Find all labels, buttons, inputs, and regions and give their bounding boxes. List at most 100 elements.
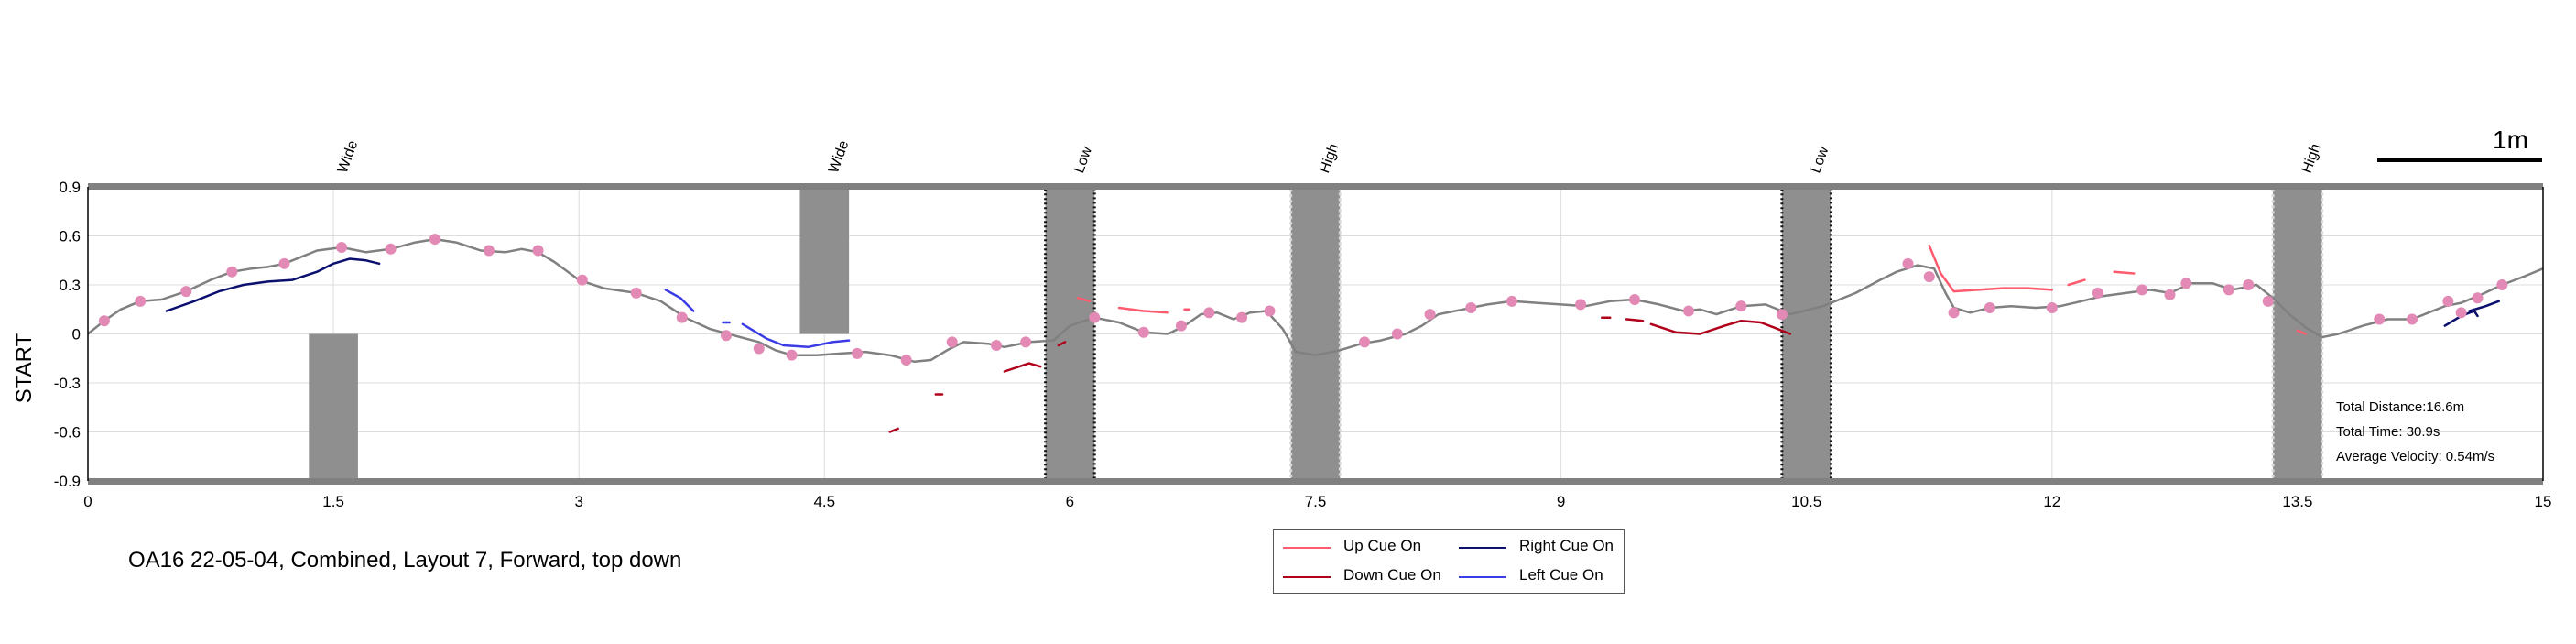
x-tick-label: 13.5	[2282, 493, 2312, 510]
plot-top-border	[88, 183, 2543, 190]
step-marker	[852, 347, 864, 359]
step-marker	[786, 349, 798, 361]
step-marker	[1776, 309, 1788, 321]
series-up-cue-on-segment	[2296, 329, 2308, 335]
plot-frame	[87, 183, 2544, 485]
step-marker	[429, 234, 440, 246]
x-tick-label: 1.5	[322, 493, 344, 510]
y-tick-label: 0.3	[59, 277, 81, 294]
step-marker	[1264, 305, 1276, 317]
step-marker	[1575, 299, 1587, 311]
step-marker	[1984, 301, 1995, 313]
step-marker	[1923, 271, 1935, 283]
step-marker	[1175, 320, 1187, 332]
series-up-cue-on-segment	[1928, 244, 2054, 293]
step-marker	[1203, 307, 1215, 319]
x-tick-label: 4.5	[813, 493, 835, 510]
series-left-cue-on-segment	[664, 289, 695, 312]
step-marker	[1020, 336, 1032, 348]
series-left-cue-on-segment	[741, 322, 851, 349]
step-marker	[676, 311, 688, 323]
step-marker	[2180, 278, 2192, 289]
step-marker	[2374, 313, 2386, 325]
step-marker	[1505, 295, 1517, 307]
x-tick-label: 9	[1557, 493, 1565, 510]
step-markers	[98, 234, 2508, 366]
figure-caption: OA16 22-05-04, Combined, Layout 7, Forwa…	[128, 548, 682, 573]
step-marker	[1137, 326, 1149, 338]
step-marker	[532, 245, 544, 257]
x-tick-label: 7.5	[1305, 493, 1327, 510]
series-down-cue-on-segment	[1649, 319, 1792, 335]
legend-label-left-cue: Left Cue On	[1519, 566, 1603, 584]
step-marker	[1236, 311, 1248, 323]
legend-swatch-right-cue	[1459, 547, 1506, 549]
legend-swatch-left-cue	[1459, 576, 1506, 578]
y-axis-label: START	[12, 333, 37, 403]
obstacle-labels: Wide Wide Low High Low High	[335, 138, 2324, 175]
x-tick-label: 15	[2535, 493, 2552, 510]
step-marker	[2223, 284, 2234, 296]
y-tick-label: -0.3	[54, 375, 81, 392]
legend-label-up-cue: Up Cue On	[1343, 537, 1422, 554]
legend-swatch-down-cue	[1283, 576, 1331, 578]
stats-block: Total Distance:16.6m Total Time: 30.9s A…	[2336, 399, 2494, 464]
step-marker	[1683, 305, 1695, 317]
stat-total-distance: Total Distance:16.6m	[2336, 399, 2464, 415]
stat-average-velocity: Average Velocity: 0.54m/s	[2336, 449, 2494, 464]
x-tick-label: 10.5	[1791, 493, 1821, 510]
series-up-cue-on-segment	[1077, 297, 1092, 303]
step-marker	[278, 257, 290, 269]
step-marker	[1424, 309, 1436, 321]
step-marker	[2407, 313, 2418, 325]
y-tick-label: -0.9	[54, 473, 81, 490]
step-marker	[2092, 287, 2103, 299]
y-tick-label: 0.9	[59, 179, 81, 196]
series-right-cue-on-segment	[2443, 310, 2479, 327]
step-marker	[990, 339, 1002, 351]
series-down-cue-on-segment	[1003, 362, 1042, 373]
step-marker	[2262, 295, 2274, 307]
series-up-cue-on-segment	[1117, 306, 1169, 314]
series-down-cue-on-segment	[1625, 318, 1645, 322]
obstacle-label: Low	[1808, 145, 1831, 176]
step-marker	[2442, 295, 2454, 307]
x-tick-label: 12	[2043, 493, 2060, 510]
step-marker	[2455, 307, 2467, 319]
scale-bar: 1m	[2377, 126, 2542, 162]
step-marker	[1465, 301, 1477, 313]
obstacle-low	[1044, 185, 1096, 483]
step-marker	[2136, 284, 2148, 296]
step-marker	[721, 330, 733, 342]
step-marker	[1948, 307, 1960, 319]
tick-labels: 0 1.5 3 4.5 6 7.5 9 10.5 12 13.5 15 0.9 0.6 0.3 0 -0.3 -…	[54, 179, 2552, 510]
step-marker	[2243, 279, 2255, 290]
obstacle-label: High	[1317, 142, 1342, 176]
series-down-cue-on-segment	[888, 427, 899, 433]
series-down-cue-on-segment	[1057, 341, 1067, 347]
x-tick-label: 6	[1066, 493, 1074, 510]
legend-label-right-cue: Right Cue On	[1519, 537, 1614, 554]
series-right-cue-on-segment	[2468, 300, 2500, 312]
obstacle-label: Wide	[826, 138, 852, 175]
step-marker	[630, 287, 642, 299]
obstacle-label: High	[2299, 142, 2324, 176]
step-marker	[753, 343, 765, 355]
step-marker	[1735, 300, 1747, 312]
step-marker	[135, 295, 147, 307]
step-marker	[900, 355, 912, 366]
legend-swatch-up-cue	[1283, 547, 1331, 549]
scale-bar-label: 1m	[2493, 126, 2528, 154]
step-marker	[1629, 294, 1641, 306]
stat-total-time: Total Time: 30.9s	[2336, 424, 2440, 440]
step-marker	[946, 336, 958, 348]
series-up-cue-on-segment	[2113, 270, 2136, 275]
obstacle-wide	[799, 187, 850, 334]
step-marker	[483, 245, 495, 257]
step-marker	[1902, 257, 1914, 269]
step-marker	[1089, 311, 1101, 323]
obstacle-label: Wide	[335, 138, 361, 175]
legend-label-down-cue: Down Cue On	[1343, 566, 1441, 584]
legend: Up Cue On Right Cue On Down Cue On Left …	[1273, 529, 1625, 594]
